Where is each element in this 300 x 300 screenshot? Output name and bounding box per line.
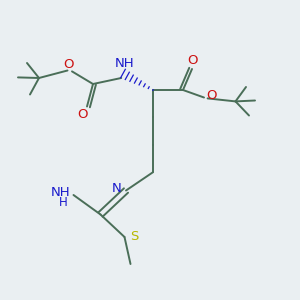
Text: O: O: [77, 108, 88, 121]
Text: NH: NH: [51, 185, 71, 199]
Text: O: O: [206, 88, 217, 102]
Text: O: O: [187, 54, 198, 67]
Text: NH: NH: [115, 56, 134, 70]
Text: N: N: [112, 182, 121, 196]
Text: O: O: [63, 58, 74, 71]
Text: H: H: [58, 196, 68, 209]
Text: S: S: [130, 230, 138, 243]
